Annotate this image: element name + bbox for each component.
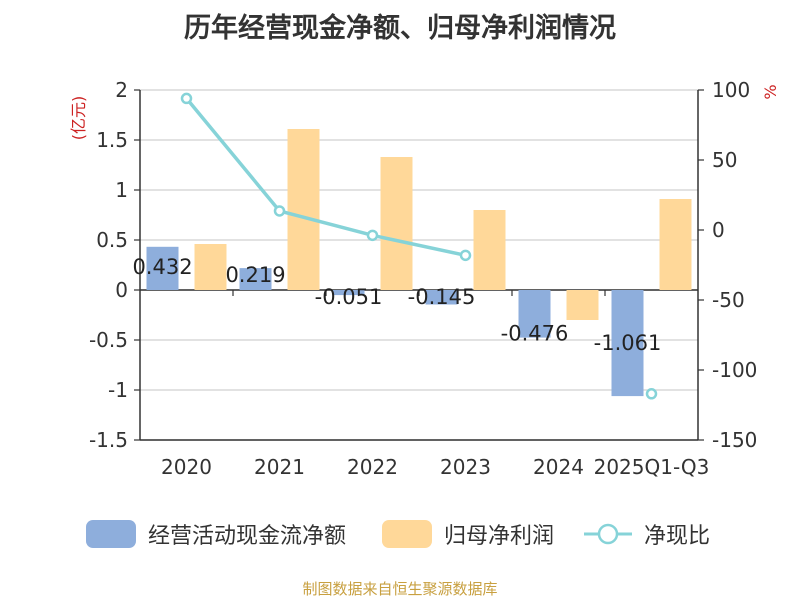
- y-right-tick-label: 0: [712, 218, 725, 242]
- legend-label: 净现比: [644, 524, 711, 549]
- bar-operating-cash-flow: [332, 290, 365, 296]
- x-tick-label: 2023: [440, 455, 491, 479]
- x-tick-label: 2020: [161, 455, 212, 479]
- data-label-operating-cash-flow: -1.061: [594, 331, 662, 355]
- x-tick-label: 2021: [254, 455, 305, 479]
- data-source-note: 制图数据来自恒生聚源数据库: [302, 580, 498, 598]
- y-right-tick-label: 100: [712, 78, 750, 102]
- y-left-tick-label: -1.5: [89, 428, 128, 452]
- legend-label: 经营活动现金流净额: [148, 524, 347, 549]
- legend-item-net-profit[interactable]: 归母净利润: [382, 518, 554, 550]
- bar-operating-cash-flow: [518, 290, 551, 338]
- bar-operating-cash-flow: [146, 246, 179, 290]
- y-left-tick-label: 1.5: [96, 128, 128, 152]
- y-right-tick-label: 50: [712, 148, 737, 172]
- bar-net-profit: [566, 290, 599, 320]
- legend-swatch-bar-orange: [382, 520, 432, 548]
- bar-operating-cash-flow: [611, 290, 644, 397]
- bar-net-profit: [659, 199, 692, 290]
- legend-item-operating-cash-flow[interactable]: 经营活动现金流净额: [86, 518, 346, 550]
- data-label-operating-cash-flow: -0.051: [315, 285, 383, 309]
- y-right-tick-label: -150: [712, 428, 757, 452]
- legend-swatch-bar-blue: [86, 520, 136, 548]
- bar-net-profit: [194, 244, 227, 290]
- data-label-operating-cash-flow: -0.476: [501, 322, 569, 346]
- bar-net-profit: [287, 129, 320, 290]
- y-left-unit-label: (亿元): [69, 96, 88, 141]
- y-left-tick-label: 1: [115, 178, 128, 202]
- y-left-tick-label: 0: [115, 278, 128, 302]
- legend-label: 归母净利润: [444, 524, 555, 549]
- point-cash-ratio: [459, 249, 472, 262]
- legend-item-cash-ratio[interactable]: 净现比: [582, 518, 710, 550]
- y-left-tick-label: -0.5: [89, 328, 128, 352]
- legend-line-marker-icon: [584, 523, 632, 545]
- y-right-tick-label: -50: [712, 288, 745, 312]
- x-tick-label: 2024: [533, 455, 584, 479]
- chart-title: 历年经营现金净额、归母净利润情况: [184, 13, 616, 44]
- point-cash-ratio: [180, 92, 193, 105]
- y-left-tick-label: 0.5: [96, 228, 128, 252]
- y-right-unit-label: %: [761, 84, 780, 99]
- point-cash-ratio: [366, 229, 379, 242]
- bar-net-profit: [380, 157, 413, 290]
- bar-operating-cash-flow: [239, 268, 272, 290]
- data-label-operating-cash-flow: 0.432: [132, 255, 192, 279]
- bar-operating-cash-flow: [425, 290, 458, 305]
- x-tick-label: 2022: [347, 455, 398, 479]
- line-cash-ratio: [185, 97, 466, 258]
- data-label-operating-cash-flow: -0.145: [408, 285, 476, 309]
- x-tick-label: 2025Q1-Q3: [594, 455, 710, 479]
- point-cash-ratio: [273, 205, 286, 217]
- y-right-tick-label: -100: [712, 358, 757, 382]
- y-left-tick-label: -1: [108, 378, 128, 402]
- bar-net-profit: [473, 210, 506, 290]
- legend: 经营活动现金流净额 归母净利润 净现比: [0, 518, 800, 552]
- point-cash-ratio: [645, 388, 658, 400]
- y-left-tick-label: 2: [115, 78, 128, 102]
- data-label-operating-cash-flow: 0.219: [225, 263, 285, 287]
